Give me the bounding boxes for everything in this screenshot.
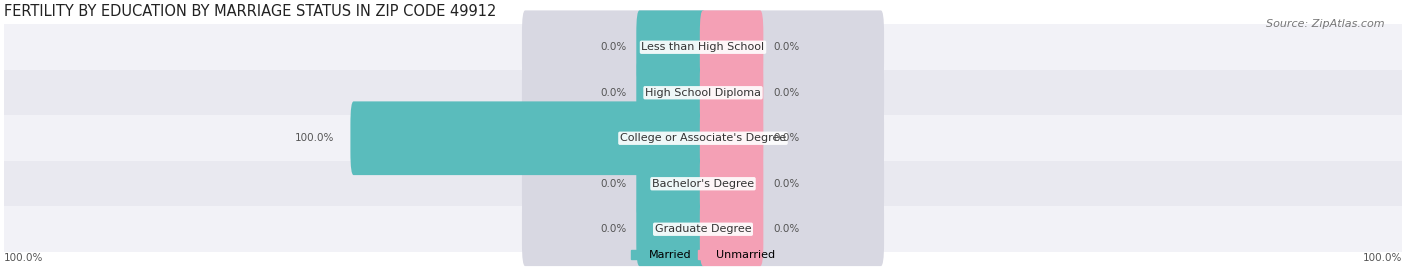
Text: 0.0%: 0.0% — [600, 88, 627, 98]
Text: 100.0%: 100.0% — [1362, 253, 1402, 263]
FancyBboxPatch shape — [522, 101, 884, 175]
Text: 0.0%: 0.0% — [773, 224, 799, 234]
Bar — [4, 207, 1402, 252]
Bar — [4, 161, 1402, 207]
Text: Bachelor's Degree: Bachelor's Degree — [652, 179, 754, 189]
FancyBboxPatch shape — [637, 147, 706, 221]
Text: Source: ZipAtlas.com: Source: ZipAtlas.com — [1267, 19, 1385, 29]
Text: 0.0%: 0.0% — [600, 179, 627, 189]
Text: High School Diploma: High School Diploma — [645, 88, 761, 98]
Bar — [4, 70, 1402, 115]
FancyBboxPatch shape — [700, 147, 763, 221]
FancyBboxPatch shape — [637, 56, 706, 130]
FancyBboxPatch shape — [522, 10, 884, 84]
Text: Less than High School: Less than High School — [641, 42, 765, 52]
Text: 100.0%: 100.0% — [295, 133, 335, 143]
Bar — [4, 115, 1402, 161]
FancyBboxPatch shape — [700, 101, 763, 175]
Bar — [4, 24, 1402, 70]
Text: 0.0%: 0.0% — [773, 179, 799, 189]
Text: 100.0%: 100.0% — [4, 253, 44, 263]
FancyBboxPatch shape — [522, 192, 884, 266]
FancyBboxPatch shape — [350, 101, 706, 175]
Legend: Married, Unmarried: Married, Unmarried — [627, 245, 779, 265]
Text: 0.0%: 0.0% — [600, 224, 627, 234]
FancyBboxPatch shape — [637, 192, 706, 266]
Text: 0.0%: 0.0% — [600, 42, 627, 52]
Text: 0.0%: 0.0% — [773, 88, 799, 98]
Text: College or Associate's Degree: College or Associate's Degree — [620, 133, 786, 143]
Text: 0.0%: 0.0% — [773, 42, 799, 52]
Text: Graduate Degree: Graduate Degree — [655, 224, 751, 234]
FancyBboxPatch shape — [700, 56, 763, 130]
Text: 0.0%: 0.0% — [773, 133, 799, 143]
Text: FERTILITY BY EDUCATION BY MARRIAGE STATUS IN ZIP CODE 49912: FERTILITY BY EDUCATION BY MARRIAGE STATU… — [4, 4, 496, 19]
FancyBboxPatch shape — [637, 10, 706, 84]
FancyBboxPatch shape — [700, 192, 763, 266]
FancyBboxPatch shape — [522, 147, 884, 221]
FancyBboxPatch shape — [700, 10, 763, 84]
FancyBboxPatch shape — [522, 56, 884, 130]
